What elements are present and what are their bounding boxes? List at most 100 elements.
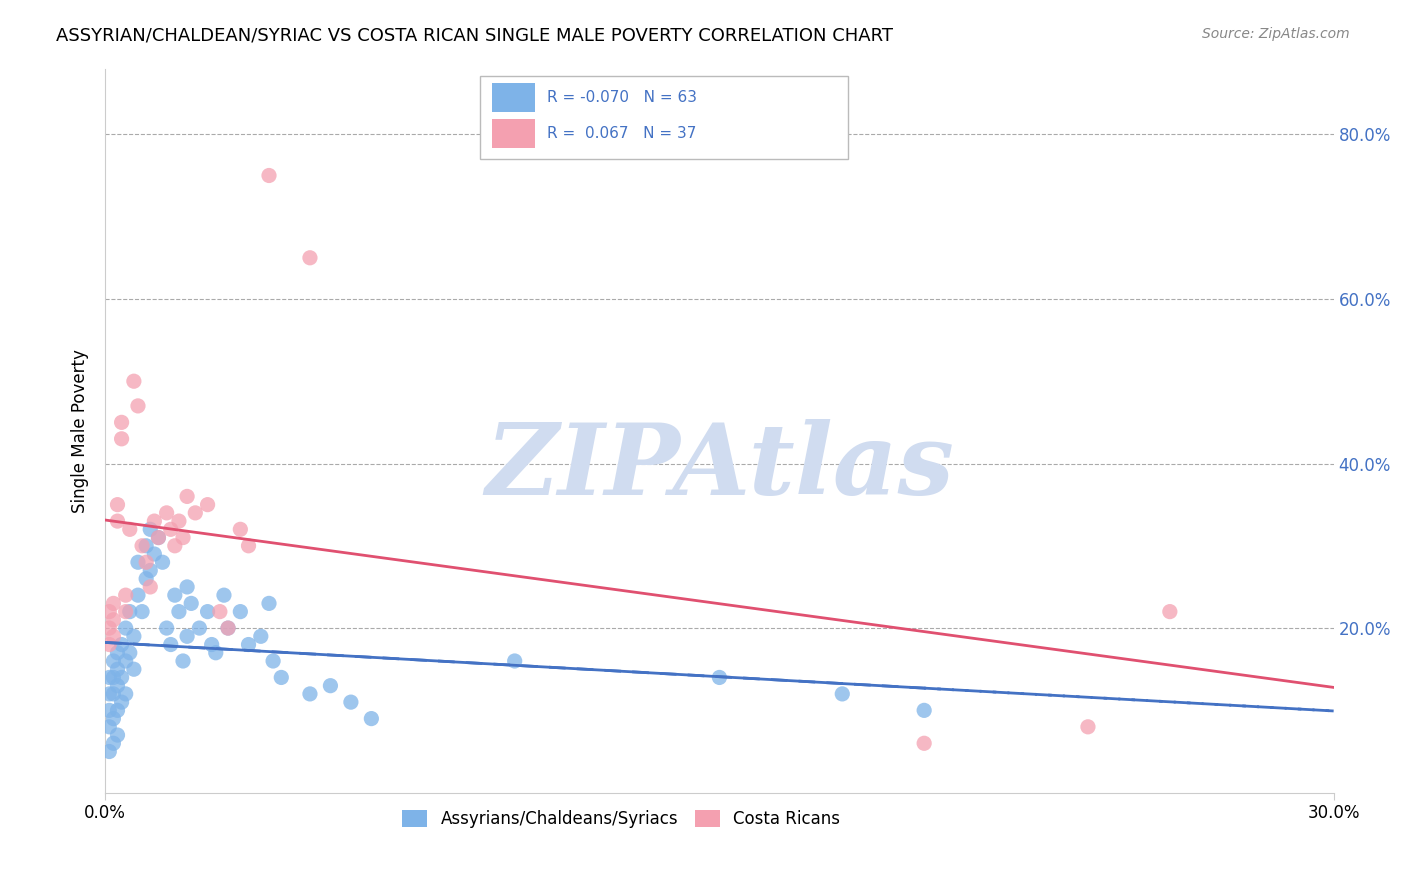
Point	[152, 555, 174, 569]
Point	[98, 621, 121, 635]
Point	[118, 605, 141, 619]
Point	[103, 670, 125, 684]
Point	[159, 638, 181, 652]
Point	[131, 605, 153, 619]
Point	[148, 531, 170, 545]
Point	[176, 490, 198, 504]
Point	[180, 596, 202, 610]
Point	[163, 539, 186, 553]
Point	[135, 539, 157, 553]
Point	[298, 251, 321, 265]
Point	[110, 670, 132, 684]
Point	[159, 522, 181, 536]
Point	[270, 670, 292, 684]
Point	[176, 580, 198, 594]
Point	[110, 415, 132, 429]
Point	[103, 596, 125, 610]
Point	[118, 646, 141, 660]
Point	[139, 564, 162, 578]
Point	[1159, 605, 1181, 619]
Point	[912, 703, 935, 717]
Point	[127, 555, 149, 569]
Point	[229, 522, 252, 536]
Point	[98, 720, 121, 734]
Text: Source: ZipAtlas.com: Source: ZipAtlas.com	[1202, 27, 1350, 41]
Point	[172, 531, 194, 545]
Point	[156, 621, 179, 635]
Point	[257, 596, 280, 610]
Text: ZIPAtlas: ZIPAtlas	[485, 418, 953, 515]
Point	[167, 514, 190, 528]
Point	[98, 605, 121, 619]
Point	[103, 629, 125, 643]
Point	[98, 687, 121, 701]
Point	[122, 629, 145, 643]
Point	[103, 736, 125, 750]
Point	[238, 638, 260, 652]
Point	[98, 745, 121, 759]
Point	[172, 654, 194, 668]
Point	[103, 687, 125, 701]
Point	[176, 629, 198, 643]
Point	[167, 605, 190, 619]
Point	[122, 374, 145, 388]
Point	[257, 169, 280, 183]
Point	[107, 679, 129, 693]
Point	[135, 572, 157, 586]
Point	[98, 638, 121, 652]
Point	[118, 522, 141, 536]
Point	[110, 638, 132, 652]
Point	[127, 399, 149, 413]
Point	[114, 687, 136, 701]
Point	[107, 498, 129, 512]
Point	[103, 712, 125, 726]
Point	[122, 662, 145, 676]
Point	[197, 498, 219, 512]
Text: ASSYRIAN/CHALDEAN/SYRIAC VS COSTA RICAN SINGLE MALE POVERTY CORRELATION CHART: ASSYRIAN/CHALDEAN/SYRIAC VS COSTA RICAN …	[56, 27, 893, 45]
Point	[114, 621, 136, 635]
Point	[110, 695, 132, 709]
Point	[143, 547, 166, 561]
FancyBboxPatch shape	[479, 76, 848, 159]
Point	[188, 621, 211, 635]
Text: R =  0.067   N = 37: R = 0.067 N = 37	[547, 126, 697, 141]
Point	[249, 629, 271, 643]
Point	[208, 605, 231, 619]
Point	[139, 522, 162, 536]
Point	[319, 679, 342, 693]
Point	[139, 580, 162, 594]
Point	[184, 506, 207, 520]
Point	[217, 621, 239, 635]
Point	[238, 539, 260, 553]
Point	[217, 621, 239, 635]
Point	[131, 539, 153, 553]
Point	[360, 712, 382, 726]
Point	[831, 687, 853, 701]
Point	[110, 432, 132, 446]
Point	[107, 514, 129, 528]
Point	[98, 703, 121, 717]
Text: R = -0.070   N = 63: R = -0.070 N = 63	[547, 90, 697, 105]
Point	[107, 646, 129, 660]
Point	[262, 654, 284, 668]
Point	[148, 531, 170, 545]
Point	[114, 654, 136, 668]
Point	[114, 605, 136, 619]
Point	[163, 588, 186, 602]
Point	[204, 646, 226, 660]
Bar	[492, 83, 536, 112]
Point	[709, 670, 731, 684]
Point	[107, 662, 129, 676]
Point	[298, 687, 321, 701]
Point	[107, 703, 129, 717]
Point	[1077, 720, 1099, 734]
Point	[201, 638, 224, 652]
Point	[135, 555, 157, 569]
Point	[156, 506, 179, 520]
Bar	[492, 120, 536, 148]
Point	[127, 588, 149, 602]
Point	[212, 588, 235, 602]
Point	[98, 670, 121, 684]
Point	[107, 728, 129, 742]
Point	[197, 605, 219, 619]
